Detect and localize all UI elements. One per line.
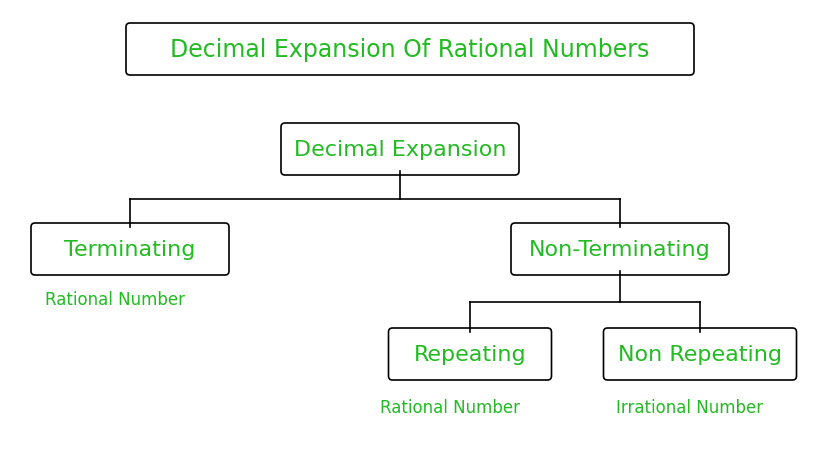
Text: Repeating: Repeating bbox=[414, 344, 527, 364]
FancyBboxPatch shape bbox=[604, 328, 797, 380]
Text: Rational Number: Rational Number bbox=[380, 398, 520, 416]
FancyBboxPatch shape bbox=[31, 224, 229, 275]
FancyBboxPatch shape bbox=[511, 224, 729, 275]
Text: Irrational Number: Irrational Number bbox=[617, 398, 763, 416]
Text: Non Repeating: Non Repeating bbox=[618, 344, 782, 364]
Text: Terminating: Terminating bbox=[65, 240, 196, 259]
Text: Non-Terminating: Non-Terminating bbox=[529, 240, 711, 259]
FancyBboxPatch shape bbox=[126, 24, 694, 76]
FancyBboxPatch shape bbox=[281, 124, 519, 176]
FancyBboxPatch shape bbox=[388, 328, 551, 380]
Text: Decimal Expansion: Decimal Expansion bbox=[294, 140, 506, 160]
Text: Rational Number: Rational Number bbox=[45, 291, 185, 308]
Text: Decimal Expansion Of Rational Numbers: Decimal Expansion Of Rational Numbers bbox=[170, 38, 649, 62]
